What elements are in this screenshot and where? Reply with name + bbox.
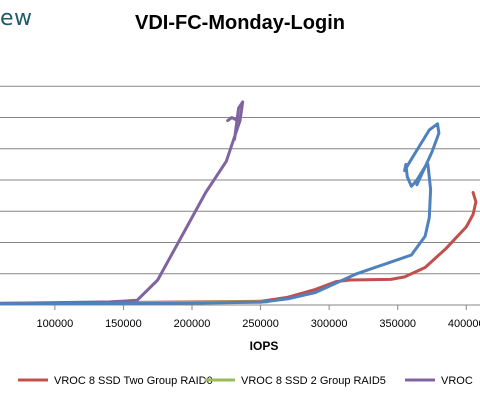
x-tick-label: 100000 [36, 318, 73, 330]
x-axis-ticks: 100000 150000 200000 250000 300000 350000 4000… [36, 305, 480, 330]
legend-label-3: VROC [441, 375, 473, 387]
legend-label-1: VROC 8 SSD Two Group RAID0 [54, 375, 213, 387]
x-tick-label: 400000 [448, 318, 480, 330]
brand-logo-fragment: ew [0, 6, 33, 31]
legend: VROC 8 SSD Two Group RAID0 VROC 8 SSD 2 G… [18, 375, 473, 387]
x-tick-label: 300000 [311, 318, 348, 330]
series-lines [0, 100, 478, 306]
x-tick-label: 250000 [242, 318, 279, 330]
series-line-1 [0, 191, 478, 305]
x-tick-label: 150000 [105, 318, 142, 330]
chart-title: VDI-FC-Monday-Login [135, 12, 345, 34]
x-axis-title: IOPS [250, 339, 279, 353]
x-tick-label: 200000 [174, 318, 211, 330]
legend-label-2: VROC 8 SSD 2 Group RAID5 [241, 375, 386, 387]
series-line-4 [0, 122, 441, 306]
x-tick-label: 350000 [379, 318, 416, 330]
series-line-3 [0, 100, 245, 305]
